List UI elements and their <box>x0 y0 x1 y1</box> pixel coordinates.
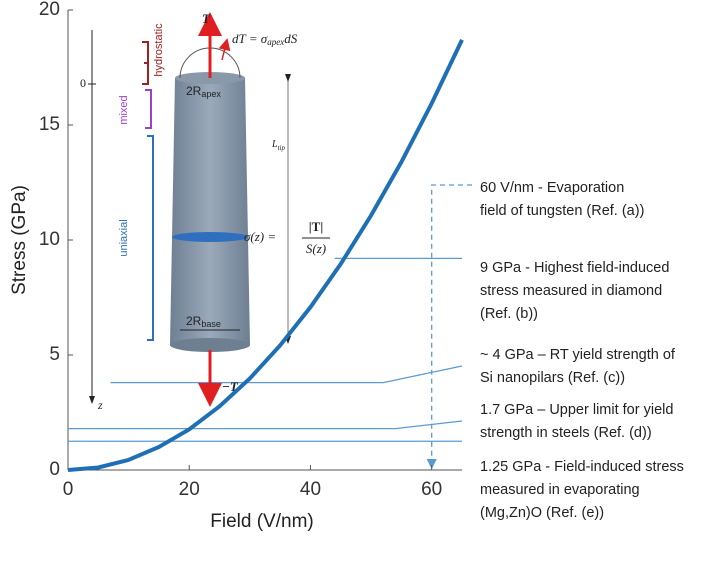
text-part: 2R <box>186 84 202 98</box>
bracket <box>145 89 152 129</box>
annotation: stress measured in diamond <box>480 283 662 299</box>
length-label: Ltip <box>271 139 285 151</box>
annotation: 1.7 GPa – Upper limit for yield <box>480 402 673 418</box>
text-part: tip <box>278 144 286 152</box>
dimension-label: 2Rapex <box>186 84 221 99</box>
reference-line <box>426 184 472 470</box>
cone-base <box>170 338 250 352</box>
annotation: measured in evaporating <box>480 482 640 498</box>
annotation: (Mg,Zn)O (Ref. (e)) <box>480 505 604 521</box>
inset: hydrostatic mixed uniaxial 0 z T −T dT =… <box>80 11 330 412</box>
region-label: hydrostatic <box>153 23 165 77</box>
origin-label: 0 <box>80 76 86 90</box>
cross-section <box>172 232 248 242</box>
region-label: uniaxial <box>118 219 130 256</box>
reference-line <box>110 365 463 384</box>
bracket <box>147 135 154 341</box>
y-label: Stress (GPa) <box>9 185 30 295</box>
x-tick-label: 60 <box>421 479 442 500</box>
text-part: apex <box>201 89 221 99</box>
y-tick-label: 5 <box>49 344 60 365</box>
force-label: T <box>202 11 211 26</box>
annotation: 9 GPa - Highest field-induced <box>480 260 669 276</box>
x-label: Field (V/nm) <box>210 511 313 532</box>
force-arrow <box>218 38 231 61</box>
y-tick-label: 0 <box>49 459 60 480</box>
bracket <box>142 41 149 85</box>
annotation: Si nanopilars (Ref. (c)) <box>480 370 625 386</box>
region-label: mixed <box>118 95 130 124</box>
text-part: 2R <box>186 314 202 328</box>
formula-part: apex <box>267 37 284 47</box>
formula-part: dT = σ <box>232 31 268 46</box>
formula: dT = σapexdS <box>232 31 298 47</box>
annotation: ~ 4 GPa – RT yield strength of <box>480 347 676 363</box>
annotation: strength in steels (Ref. (d)) <box>480 425 652 441</box>
formula: S(z) <box>306 241 326 256</box>
x-tick-label: 0 <box>63 479 74 500</box>
x-tick-label: 40 <box>300 479 321 500</box>
axis-label: z <box>97 398 103 412</box>
text-part: base <box>201 319 221 329</box>
y-tick-label: 10 <box>39 229 60 250</box>
cone <box>170 78 250 345</box>
x-tick-label: 20 <box>179 479 200 500</box>
annotation: field of tungsten (Ref. (a)) <box>480 203 644 219</box>
reference-line <box>68 420 463 430</box>
data-line <box>67 39 464 472</box>
annotation: (Ref. (b)) <box>480 306 538 322</box>
text-part: L <box>271 139 278 150</box>
formula: σ(z) = <box>244 229 276 244</box>
annotation: 60 V/nm - Evaporation <box>480 180 624 196</box>
dimension-label: 2Rbase <box>186 314 221 329</box>
formula-part: dS <box>284 31 298 46</box>
y-tick-label: 15 <box>39 114 60 135</box>
y-tick-label: 20 <box>39 0 60 20</box>
formula: |T| <box>309 219 323 234</box>
annotation: 1.25 GPa - Field-induced stress <box>480 459 684 475</box>
